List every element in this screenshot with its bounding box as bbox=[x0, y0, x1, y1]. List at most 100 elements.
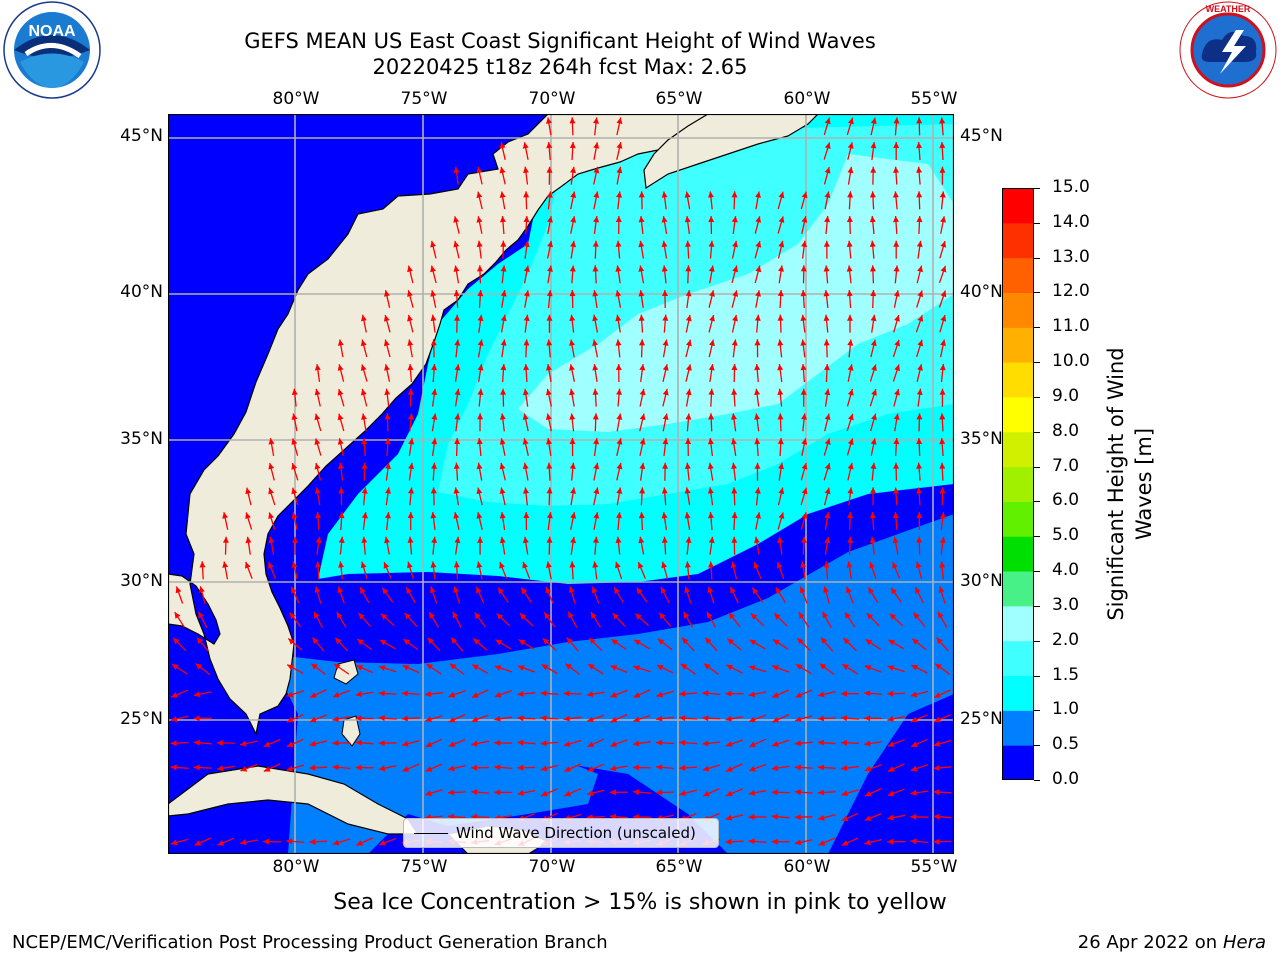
direction-arrow-head bbox=[175, 586, 182, 594]
direction-arrow-head bbox=[775, 587, 782, 595]
direction-arrow-head bbox=[846, 561, 853, 568]
direction-arrow-head bbox=[522, 536, 529, 544]
colorbar-tick-label: 0.5 bbox=[1052, 734, 1080, 755]
direction-arrow-head bbox=[332, 764, 339, 771]
direction-arrow-head bbox=[821, 637, 828, 644]
direction-arrow-head bbox=[615, 536, 622, 543]
direction-arrow-head bbox=[817, 789, 825, 796]
direction-arrow-head bbox=[661, 512, 668, 519]
direction-arrow-head bbox=[916, 512, 923, 519]
direction-arrow-head bbox=[609, 789, 616, 796]
direction-arrow-head bbox=[679, 715, 686, 722]
direction-arrow-head bbox=[477, 536, 484, 543]
direction-arrow-head bbox=[499, 438, 506, 445]
direction-arrow-head bbox=[870, 166, 877, 173]
direction-arrow-head bbox=[726, 790, 733, 797]
direction-arrow-head bbox=[473, 638, 480, 645]
direction-arrow-head bbox=[656, 739, 663, 746]
direction-arrow-head bbox=[726, 766, 733, 772]
direction-arrow-head bbox=[754, 438, 761, 445]
direction-arrow-head bbox=[314, 463, 321, 470]
direction-arrow-head bbox=[748, 789, 756, 796]
direction-arrow-head bbox=[286, 838, 293, 845]
direction-arrow-head bbox=[893, 438, 900, 445]
direction-arrow-head bbox=[268, 487, 274, 495]
colorbar-frame bbox=[1002, 188, 1034, 780]
direction-arrow-head bbox=[291, 388, 298, 395]
direction-arrow-head bbox=[310, 716, 317, 723]
direction-arrow-head bbox=[546, 191, 553, 198]
direction-arrow-head bbox=[871, 413, 877, 421]
direction-arrow-head bbox=[615, 314, 622, 322]
direction-arrow-head bbox=[338, 536, 345, 543]
direction-arrow-head bbox=[819, 663, 827, 670]
direction-arrow-head bbox=[754, 314, 761, 321]
direction-arrow-head bbox=[454, 314, 460, 321]
noaa-logo: NOAA bbox=[3, 1, 101, 99]
direction-arrow-head bbox=[545, 413, 552, 420]
direction-arrow-head bbox=[407, 364, 414, 371]
direction-arrow-head bbox=[704, 663, 711, 670]
direction-arrow-head bbox=[171, 692, 178, 698]
direction-arrow-head bbox=[360, 587, 366, 594]
direction-arrow-head bbox=[245, 487, 252, 495]
direction-arrow-head bbox=[777, 364, 784, 371]
direction-arrow-head bbox=[424, 691, 432, 697]
direction-arrow-head bbox=[709, 290, 715, 297]
direction-arrow-head bbox=[887, 814, 894, 821]
direction-arrow-head bbox=[684, 487, 691, 494]
direction-arrow-head bbox=[661, 240, 668, 248]
direction-arrow-head bbox=[847, 389, 854, 396]
direction-arrow-head bbox=[864, 790, 872, 797]
direction-arrow-head bbox=[407, 536, 414, 543]
direction-arrow-head bbox=[887, 838, 894, 845]
direction-arrow-head bbox=[540, 765, 548, 772]
arrow-legend: Wind Wave Direction (unscaled) bbox=[403, 818, 719, 848]
direction-arrow-head bbox=[794, 789, 801, 796]
direction-arrow-head bbox=[940, 216, 946, 223]
direction-arrow-head bbox=[935, 663, 942, 670]
direction-arrow-head bbox=[477, 413, 484, 420]
direction-arrow-head bbox=[794, 839, 802, 846]
direction-arrow-head bbox=[592, 561, 599, 568]
direction-arrow-head bbox=[593, 117, 599, 124]
graticule bbox=[168, 114, 954, 854]
direction-arrow-head bbox=[638, 265, 645, 272]
direction-arrow-head bbox=[847, 166, 854, 174]
direction-arrow-head bbox=[268, 438, 275, 445]
direction-arrow-head bbox=[848, 438, 854, 445]
direction-arrow-head bbox=[335, 637, 342, 645]
direction-arrow-head bbox=[402, 766, 410, 772]
colorbar-tick-mark bbox=[1034, 710, 1040, 712]
direction-arrow-head bbox=[794, 814, 801, 821]
direction-arrow-head bbox=[563, 715, 570, 722]
direction-arrow-head bbox=[916, 191, 923, 198]
direction-arrow-head bbox=[772, 665, 779, 671]
direction-arrow-head bbox=[917, 315, 924, 322]
direction-arrow-head bbox=[847, 339, 854, 346]
direction-arrow-head bbox=[870, 438, 877, 445]
direction-arrow-head bbox=[801, 438, 808, 445]
direction-arrow-head bbox=[616, 487, 623, 494]
direction-arrow-head bbox=[798, 612, 805, 619]
land-bahamas bbox=[333, 659, 361, 747]
direction-arrow-head bbox=[546, 290, 553, 297]
direction-arrow-head bbox=[846, 290, 853, 297]
direction-arrow-head bbox=[846, 265, 853, 272]
direction-arrow-head bbox=[823, 561, 830, 568]
lon-label-top-55w: 55°W bbox=[910, 89, 958, 109]
direction-arrow-head bbox=[500, 216, 506, 223]
direction-arrow-head bbox=[499, 487, 506, 494]
direction-arrow-head bbox=[384, 364, 390, 371]
direction-arrow-head bbox=[916, 142, 923, 149]
direction-arrow-head bbox=[892, 191, 899, 198]
direction-arrow-head bbox=[939, 142, 946, 149]
direction-arrow-head bbox=[726, 664, 734, 671]
direction-arrow-head bbox=[591, 586, 598, 594]
direction-arrow-head bbox=[289, 612, 296, 620]
direction-arrow-head bbox=[685, 364, 692, 371]
direction-arrow-head bbox=[755, 265, 762, 273]
direction-arrow-head bbox=[378, 715, 385, 722]
direction-arrow-head bbox=[940, 241, 947, 248]
direction-arrow-head bbox=[865, 639, 873, 646]
